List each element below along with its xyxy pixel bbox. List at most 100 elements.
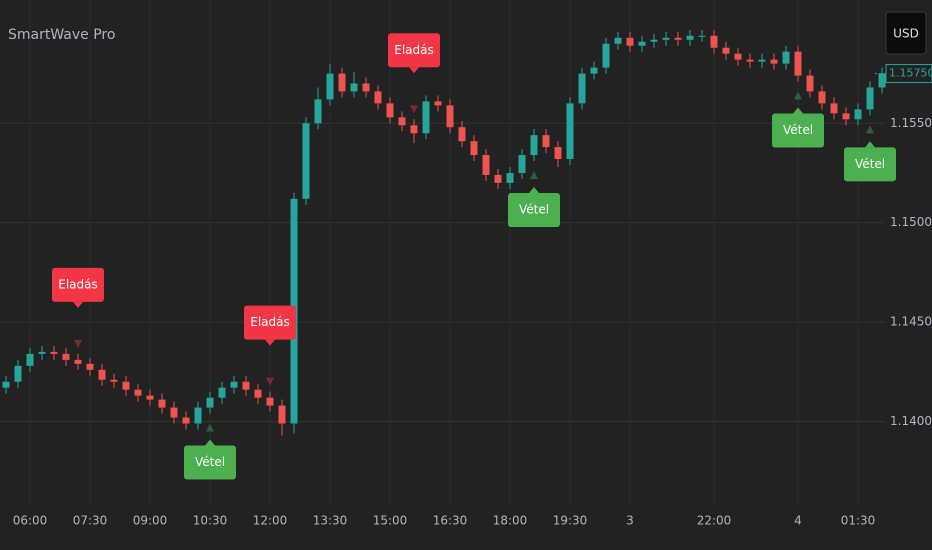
candle-body <box>50 351 58 354</box>
signal-triangle <box>266 377 274 386</box>
x-tick-label: 4 <box>794 514 802 528</box>
signal-pointer <box>205 439 215 446</box>
candle-body <box>710 35 718 48</box>
candle-body <box>74 359 82 364</box>
candle-body <box>566 103 574 160</box>
signal-label: Eladás <box>250 315 290 329</box>
candle-body <box>758 59 766 62</box>
chart-title: SmartWave Pro <box>8 27 115 43</box>
currency-label[interactable]: USD <box>893 27 919 41</box>
candle-body <box>410 125 418 134</box>
x-tick-label: 19:30 <box>553 514 588 528</box>
signal-box <box>52 267 104 302</box>
x-tick-label: 12:00 <box>253 514 288 528</box>
x-tick-label: 09:00 <box>133 514 168 528</box>
candle-body <box>110 379 118 382</box>
candle-body <box>302 123 310 199</box>
y-tick-label: 1.15000 <box>890 215 932 229</box>
candle-body <box>122 381 130 390</box>
y-tick-label: 1.14000 <box>890 414 932 428</box>
x-tick-label: 18:00 <box>493 514 528 528</box>
candle-body <box>242 381 250 390</box>
signal-triangle <box>866 125 874 134</box>
candle-body <box>830 103 838 114</box>
candle-body <box>206 397 214 408</box>
x-tick-label: 07:30 <box>73 514 108 528</box>
signal-pointer <box>409 67 419 74</box>
candle-body <box>518 155 526 173</box>
y-tick-label: 1.14500 <box>890 315 932 329</box>
candle-body <box>878 73 886 88</box>
candle-body <box>194 407 202 424</box>
candle-body <box>14 365 22 382</box>
signal-label: Vétel <box>783 123 813 137</box>
candle-body <box>146 395 154 400</box>
candle-body <box>374 91 382 104</box>
candle-body <box>842 113 850 120</box>
candle-body <box>254 389 262 398</box>
x-tick-label: 3 <box>626 514 634 528</box>
x-tick-label: 15:00 <box>373 514 408 528</box>
last-price-label: 1.15750 <box>889 67 932 80</box>
candle-body <box>506 172 514 183</box>
candle-body <box>230 381 238 388</box>
candle-body <box>386 103 394 118</box>
candle-body <box>818 91 826 104</box>
signal-triangle <box>206 423 214 432</box>
candle-body <box>602 43 610 68</box>
candle-body <box>458 127 466 142</box>
signal-pointer <box>265 339 275 346</box>
candle-body <box>434 101 442 106</box>
candle-body <box>554 147 562 160</box>
x-tick-label: 13:30 <box>313 514 348 528</box>
last-price-box <box>885 64 932 84</box>
candle-body <box>170 407 178 418</box>
signal-label: Vétel <box>195 455 225 469</box>
x-tick-label: 01:30 <box>841 514 876 528</box>
signal-triangle <box>794 91 802 100</box>
candle-body <box>782 51 790 64</box>
signal-triangle <box>74 339 82 348</box>
candle-body <box>698 35 706 37</box>
candle-body <box>746 59 754 62</box>
candle-body <box>542 135 550 148</box>
candle-body <box>86 363 94 370</box>
candle-body <box>326 73 334 100</box>
candle-body <box>806 75 814 92</box>
candle-body <box>626 37 634 46</box>
signal-box <box>244 305 296 340</box>
candle-body <box>266 397 274 406</box>
x-tick-label: 16:30 <box>433 514 468 528</box>
candle-body <box>470 141 478 156</box>
candle-body <box>314 99 322 124</box>
candle-body <box>614 37 622 44</box>
signal-label: Vétel <box>519 203 549 217</box>
candle-body <box>590 67 598 74</box>
candle-body <box>350 83 358 92</box>
candle-body <box>578 73 586 104</box>
signal-box <box>508 193 560 228</box>
signal-triangle <box>410 105 418 114</box>
candle-body <box>638 41 646 46</box>
signal-label: Eladás <box>58 277 98 291</box>
candle-body <box>62 353 70 360</box>
candle-body <box>134 389 142 396</box>
candle-body <box>530 135 538 156</box>
signal-label: Vétel <box>855 157 885 171</box>
candle-body <box>422 101 430 134</box>
x-tick-label: 22:00 <box>697 514 732 528</box>
currency-button[interactable] <box>885 11 927 55</box>
candle-body <box>854 109 862 120</box>
candle-body <box>770 59 778 64</box>
candle-body <box>338 73 346 92</box>
candle-body <box>398 117 406 126</box>
candle-body <box>494 174 502 183</box>
signal-label: Eladás <box>394 43 434 57</box>
signal-pointer <box>73 301 83 308</box>
candle-body <box>362 83 370 92</box>
candle-body <box>278 405 286 424</box>
candle-body <box>650 39 658 42</box>
candle-body <box>482 155 490 175</box>
